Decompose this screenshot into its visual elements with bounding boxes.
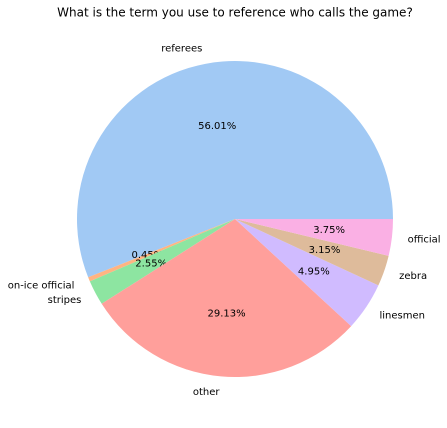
pie-wedge [101, 219, 352, 378]
wedge-label: stripes [48, 295, 82, 306]
pct-label: 29.13% [207, 308, 245, 319]
pct-label: 2.55% [135, 258, 167, 269]
wedge-label: linesmen [380, 311, 426, 322]
pct-label: 56.01% [198, 121, 236, 132]
pct-label: 3.15% [309, 245, 341, 256]
pie-wedge [88, 219, 235, 282]
pct-label: 3.75% [313, 225, 345, 236]
wedge-label: other [193, 387, 221, 398]
wedge-label: official [408, 234, 441, 245]
pie-wedge [235, 219, 394, 256]
pie-wedge [235, 219, 379, 327]
pct-label: 4.95% [298, 267, 330, 278]
wedge-label: zebra [399, 271, 427, 282]
wedge-label: referees [161, 43, 202, 54]
chart-title: What is the term you use to reference wh… [57, 6, 413, 20]
pct-label: 0.45% [132, 250, 164, 261]
pie-wedge [235, 219, 389, 286]
pie-wedge [89, 219, 235, 304]
wedge-label: on-ice official [8, 280, 75, 291]
pie-wedge [77, 60, 394, 278]
